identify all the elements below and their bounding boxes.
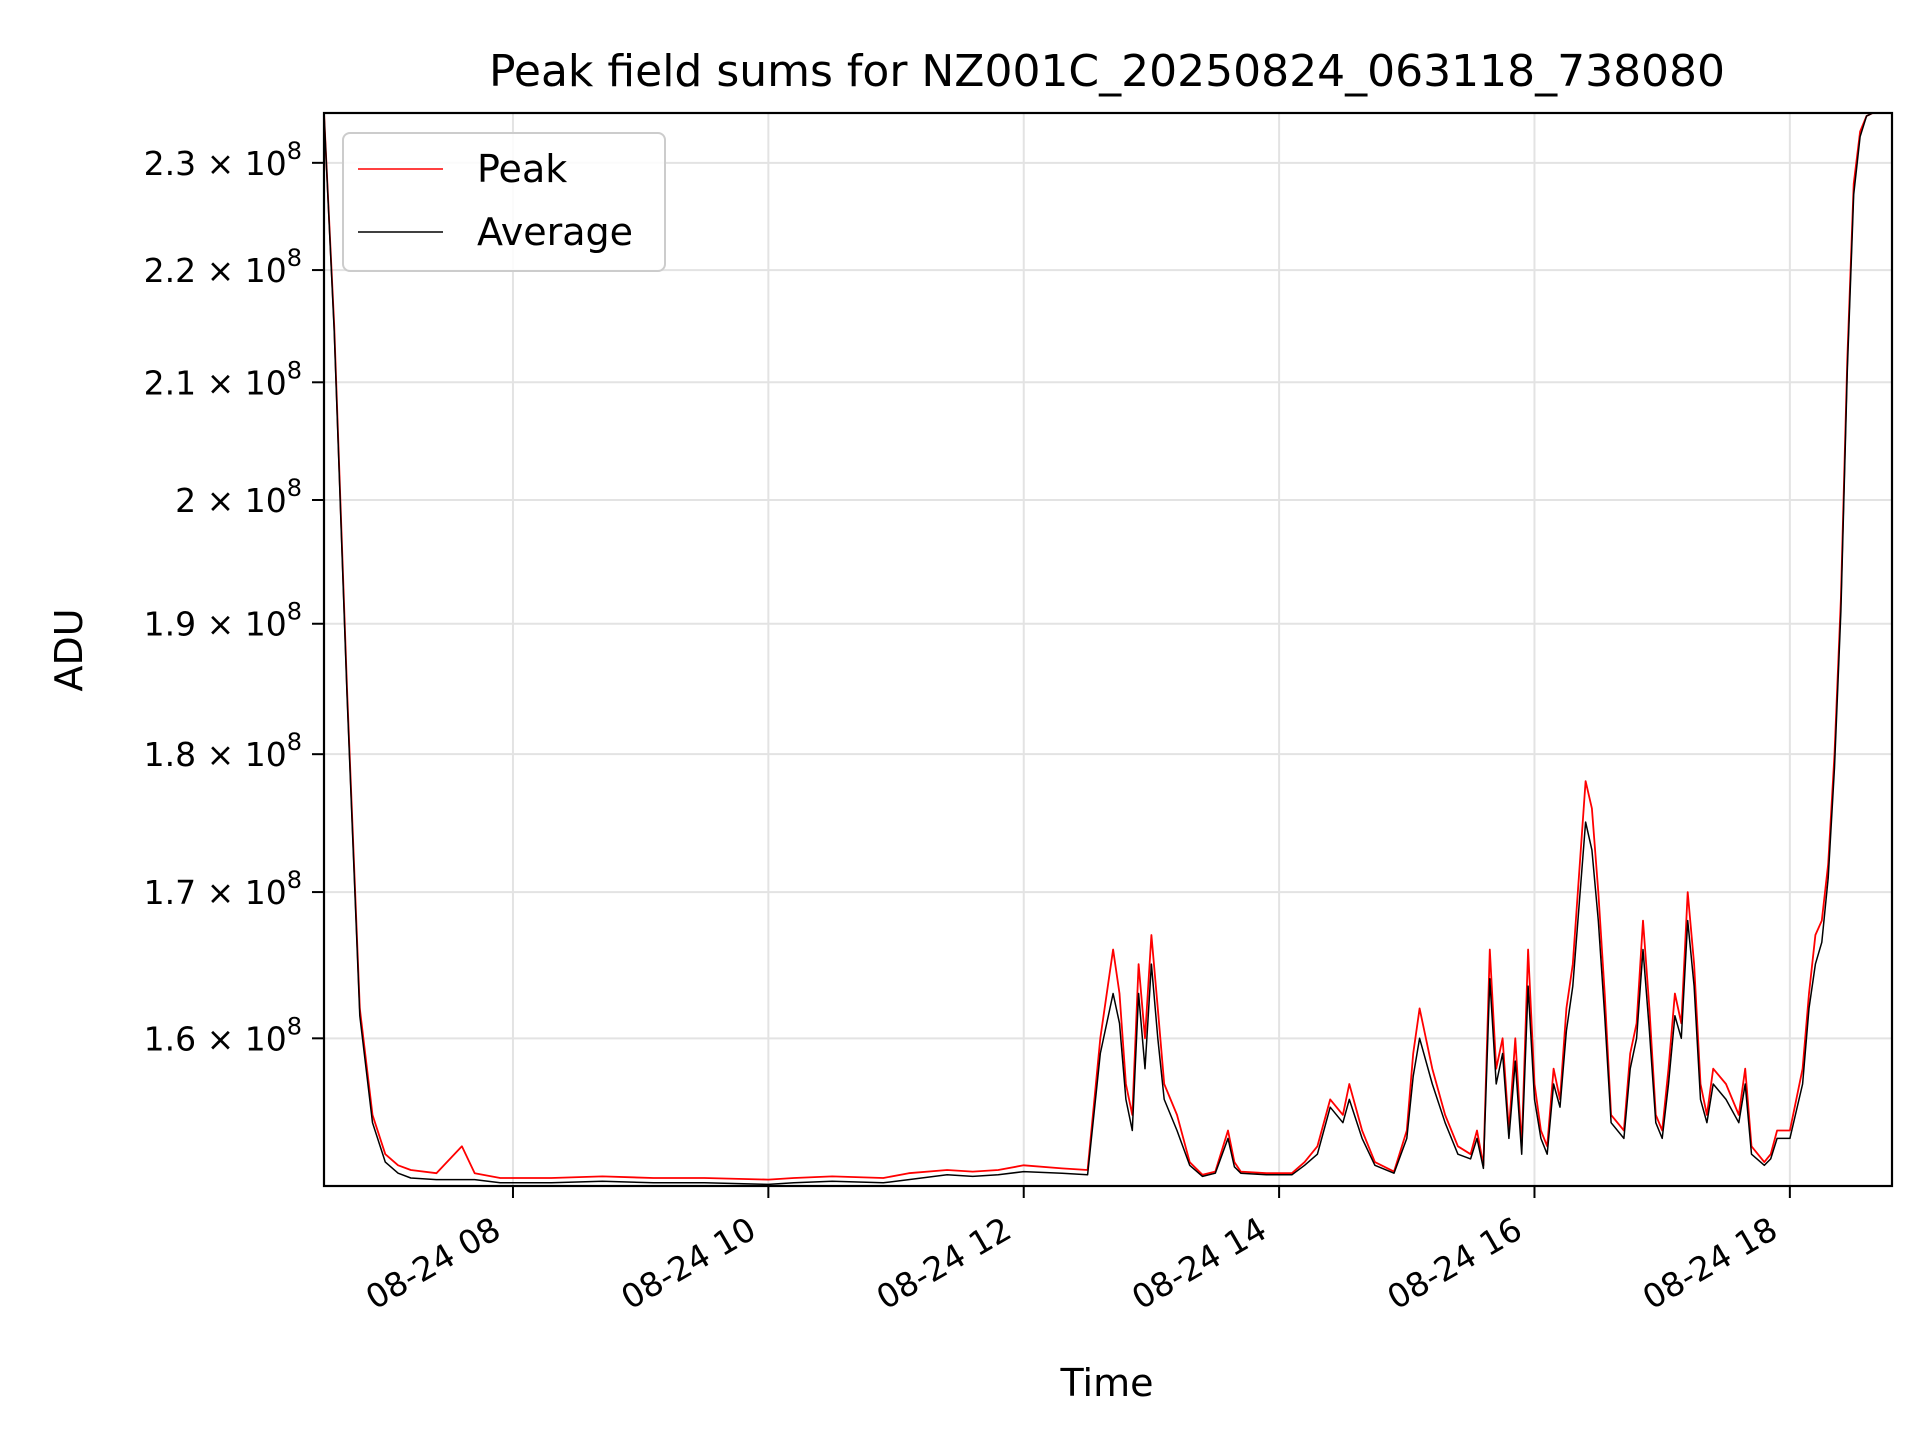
- y-tick-label: 1.7 × 108: [144, 866, 302, 912]
- y-axis-ticks: 1.6 × 108 1.7 × 108 1.8 × 108 1.9 × 108 2 × …: [144, 137, 324, 1058]
- plot-frame: [322, 111, 1894, 1188]
- y-tick-label: 2.2 × 108: [144, 244, 302, 290]
- y-tick-label: 1.6 × 108: [144, 1012, 302, 1058]
- series-lines: [323, 112, 1892, 1186]
- legend-label-peak: Peak: [477, 147, 567, 191]
- chart-title: Peak field sums for NZ001C_20250824_0631…: [489, 46, 1725, 97]
- series-line-average: [323, 112, 1892, 1186]
- legend-box: [342, 132, 666, 272]
- y-tick-label: 1.8 × 108: [144, 728, 302, 774]
- series-line-peak: [323, 112, 1892, 1181]
- y-axis-label: ADU: [47, 608, 91, 691]
- grid-lines: [324, 113, 1892, 1186]
- x-axis-label: Time: [1060, 1361, 1154, 1405]
- legend-label-average: Average: [477, 210, 633, 254]
- y-tick-label: 1.9 × 108: [144, 598, 302, 644]
- y-tick-label: 2.1 × 108: [144, 356, 302, 402]
- legend: Peak Average: [342, 132, 666, 272]
- y-tick-label: 2 × 108: [175, 474, 302, 520]
- y-tick-label: 2.3 × 108: [144, 137, 302, 183]
